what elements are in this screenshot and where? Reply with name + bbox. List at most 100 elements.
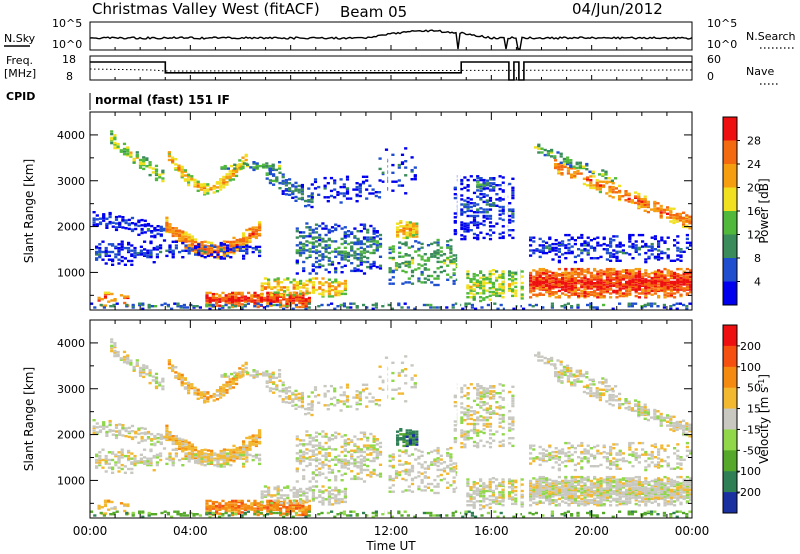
power-cell <box>469 280 473 283</box>
power-cell <box>508 229 512 232</box>
power-cell <box>401 262 405 265</box>
power-cell <box>564 267 568 271</box>
velocity-cell <box>149 457 153 460</box>
power-cell <box>583 285 587 289</box>
power-cell <box>586 271 590 275</box>
power-cell <box>171 253 175 256</box>
power-cell <box>247 298 251 301</box>
power-cell <box>206 183 210 186</box>
power-cell <box>304 305 308 309</box>
power-cell <box>423 259 427 262</box>
velocity-cell <box>286 501 290 505</box>
velocity-cell <box>146 436 151 439</box>
power-cell <box>272 174 276 177</box>
velocity-cell <box>199 396 203 399</box>
power-cell <box>660 270 664 273</box>
power-cell <box>388 278 392 281</box>
power-cell <box>340 242 344 246</box>
power-cell <box>634 279 638 282</box>
power-cell <box>543 153 547 157</box>
velocity-cell <box>165 431 169 434</box>
power-cell <box>417 277 421 280</box>
power-cell <box>586 267 590 271</box>
power-cell <box>653 280 657 284</box>
velocity-cell <box>127 454 131 458</box>
power-cell <box>659 212 663 215</box>
power-cell <box>208 291 212 295</box>
power-cell <box>139 253 143 256</box>
power-cell <box>641 233 645 237</box>
power-cell <box>631 242 635 246</box>
power-cell <box>488 204 493 207</box>
power-cell <box>114 245 118 248</box>
power-cell <box>334 247 338 251</box>
power-cell <box>142 167 146 171</box>
velocity-cell <box>228 384 232 387</box>
power-cell <box>340 250 344 253</box>
power-cell <box>258 227 262 230</box>
power-cell <box>108 215 112 219</box>
power-cell <box>343 264 347 267</box>
power-cell <box>327 244 331 247</box>
power-cell <box>621 275 625 278</box>
velocity-cell <box>263 507 267 510</box>
power-cell <box>279 281 283 284</box>
velocity-cell <box>295 493 299 496</box>
power-cell <box>621 292 625 295</box>
velocity-cell <box>219 387 223 390</box>
power-cell <box>634 283 638 286</box>
power-cell <box>634 280 638 284</box>
power-cell <box>675 214 679 217</box>
power-cell <box>532 289 536 293</box>
power-cell <box>187 247 191 250</box>
power-cell <box>501 270 505 273</box>
power-cell <box>628 276 632 280</box>
power-cell <box>114 228 119 232</box>
power-cell <box>647 282 651 285</box>
velocity-cell <box>232 457 236 460</box>
power-cell <box>242 233 246 236</box>
power-cell <box>326 196 330 199</box>
power-cell <box>130 244 134 247</box>
power-cell <box>557 260 561 264</box>
power-cell <box>570 271 574 275</box>
velocity-cell <box>154 381 159 385</box>
power-cell <box>634 244 638 247</box>
power-cell <box>580 283 584 286</box>
velocity-cell <box>300 397 304 400</box>
power-cell <box>605 278 609 281</box>
power-cell <box>294 181 298 185</box>
power-cell <box>222 254 226 257</box>
power-cell <box>396 234 400 237</box>
velocity-cell <box>95 454 99 458</box>
power-cell <box>545 291 549 294</box>
power-cell <box>231 169 235 172</box>
power-cell <box>501 235 505 238</box>
power-cell <box>580 294 584 298</box>
velocity-cell <box>314 464 319 468</box>
power-cell <box>404 264 408 267</box>
velocity-cell <box>227 509 231 513</box>
power-cell <box>221 298 225 301</box>
velocity-cell <box>216 459 220 463</box>
power-cell <box>396 229 400 232</box>
power-cell <box>245 252 249 255</box>
velocity-cell <box>308 487 312 491</box>
power-cell <box>116 145 120 148</box>
power-cell <box>242 240 246 243</box>
velocity-cell <box>301 507 305 510</box>
power-cell <box>203 240 207 243</box>
power-cell <box>302 247 306 251</box>
power-cell <box>288 188 292 191</box>
power-cell <box>472 232 477 236</box>
power-cell <box>334 228 338 232</box>
power-cell <box>614 187 618 190</box>
power-cell <box>546 152 550 155</box>
power-cell <box>362 236 367 239</box>
power-cell <box>609 274 613 277</box>
power-cell <box>532 249 536 252</box>
power-cell <box>298 241 303 244</box>
power-cell <box>566 162 570 166</box>
power-cell <box>653 208 657 211</box>
nave-tick-top: 60 <box>707 53 721 66</box>
